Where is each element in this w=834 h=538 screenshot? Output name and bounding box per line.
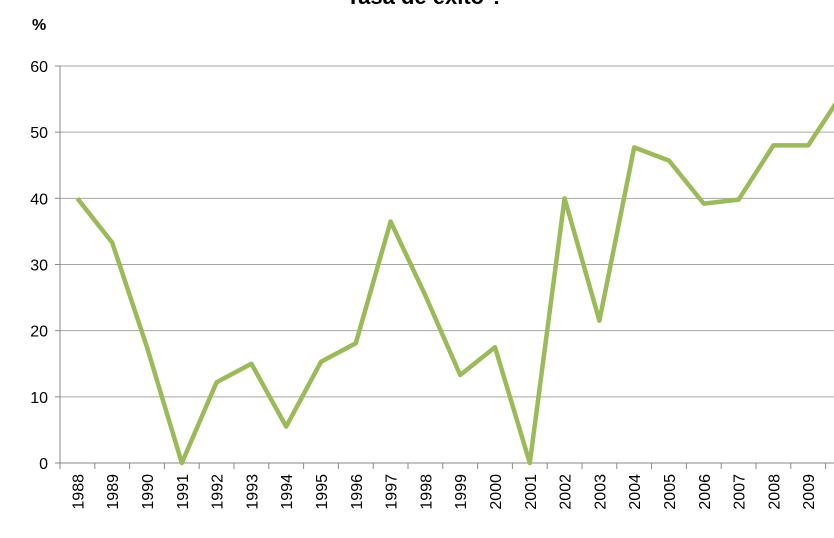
x-tick-label: 1990 — [140, 474, 157, 510]
x-tick-label: 2000 — [488, 474, 505, 510]
x-tick-label: 1988 — [70, 474, 87, 510]
line-series — [75, 102, 834, 466]
y-tick-label: 30 — [30, 258, 48, 275]
y-tick-label: 10 — [30, 390, 48, 407]
x-tick-label: 2002 — [558, 474, 575, 510]
chart-title: Tasa de éxito ? — [346, 0, 503, 9]
x-tick-label: 1999 — [453, 474, 470, 510]
x-tick-label: 2001 — [523, 474, 540, 510]
x-tick-label: 1995 — [314, 474, 331, 510]
x-tick-label: 1993 — [244, 474, 261, 510]
x-tick-label: 1998 — [418, 474, 435, 510]
x-tick-label: 2003 — [592, 474, 609, 510]
x-tick-label: 2006 — [697, 474, 714, 510]
x-tick-label: 2004 — [627, 474, 644, 510]
y-axis-label: % — [32, 17, 46, 34]
y-tick-label: 60 — [30, 59, 48, 76]
x-tick-label: 1989 — [105, 474, 122, 510]
x-tick-label: 2005 — [662, 474, 679, 510]
y-tick-label: 0 — [39, 456, 48, 473]
x-tick-label: 2007 — [732, 474, 749, 510]
y-tick-label: 50 — [30, 125, 48, 142]
x-tick-label: 1992 — [210, 474, 227, 510]
x-tick-label: 2008 — [766, 474, 783, 510]
x-tick-label: 2009 — [801, 474, 818, 510]
x-tick-label: 1991 — [175, 474, 192, 510]
y-tick-label: 20 — [30, 324, 48, 341]
x-tick-label: 1996 — [349, 474, 366, 510]
x-tick-label: 1994 — [279, 474, 296, 510]
x-tick-label: 1997 — [384, 474, 401, 510]
y-tick-label: 40 — [30, 191, 48, 208]
